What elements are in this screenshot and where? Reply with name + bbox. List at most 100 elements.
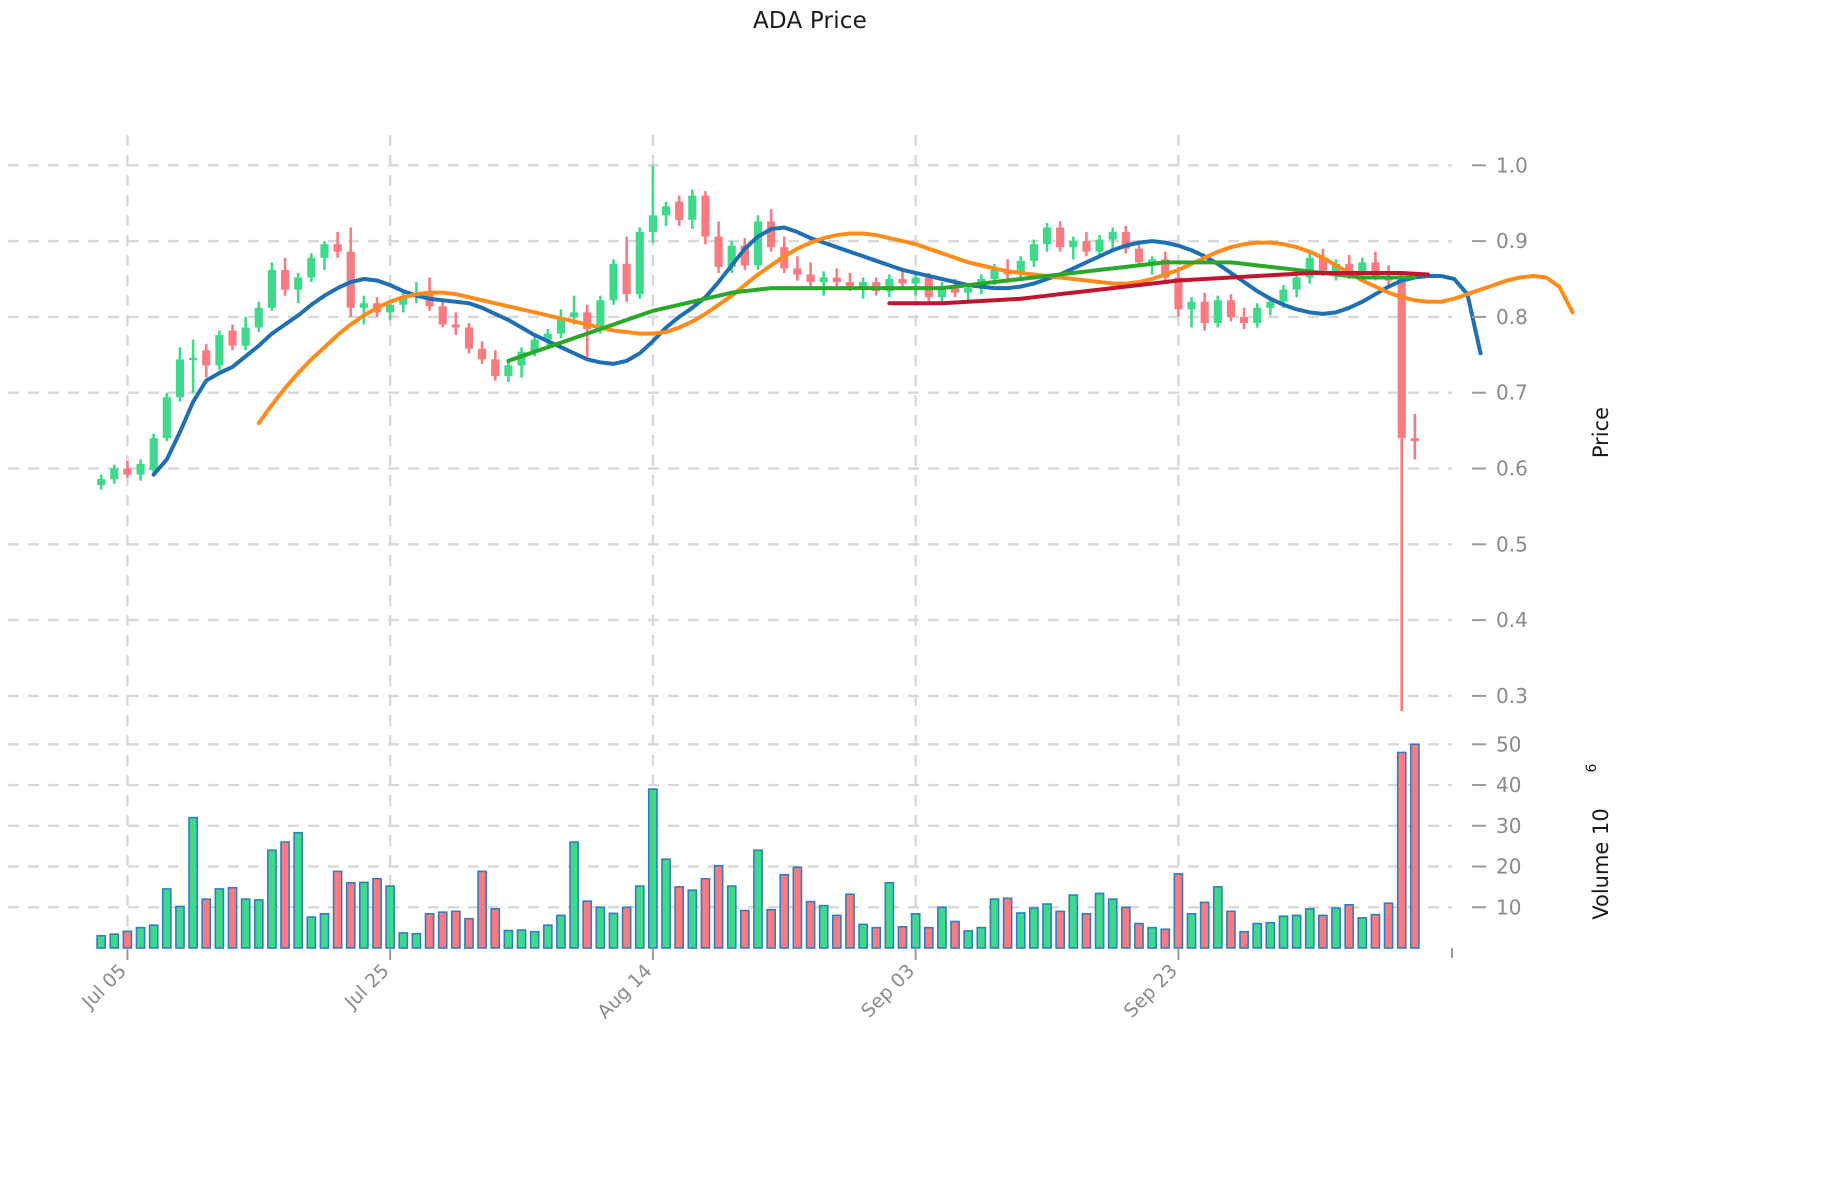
volume-bar: [161, 888, 172, 949]
candle-body: [767, 221, 776, 248]
volume-bar: [595, 906, 606, 949]
volume-bar: [240, 898, 251, 949]
axis-tick-label: 0.9: [1496, 229, 1528, 253]
volume-bar: [897, 926, 908, 949]
volume-bar: [175, 905, 185, 949]
candle-body: [1292, 277, 1301, 290]
volume-bar: [1396, 751, 1407, 949]
volume-bar: [1357, 917, 1368, 949]
candle-body: [1318, 257, 1327, 272]
candle-body: [570, 312, 579, 317]
candle-body: [885, 279, 894, 292]
candle-body: [819, 277, 828, 283]
volume-bar: [437, 911, 448, 949]
volume-bar: [490, 908, 501, 949]
volume-bar: [135, 926, 146, 949]
volume-bar: [805, 900, 816, 949]
volume-bar: [411, 932, 422, 949]
candle-body: [110, 468, 119, 480]
candle-body: [1069, 241, 1078, 248]
volume-bar: [122, 930, 133, 949]
candle-body: [438, 306, 447, 325]
volume-bar: [910, 912, 921, 949]
volume-bar: [385, 885, 396, 949]
axis-tick-label: 50: [1496, 732, 1521, 756]
volume-axis-title: Volume 10: [1589, 808, 1613, 920]
volume-bar: [529, 930, 540, 949]
candle-body: [937, 286, 946, 298]
volume-bar: [332, 870, 343, 949]
candle-body: [464, 327, 474, 349]
volume-bar: [1042, 903, 1052, 949]
candle-body: [583, 312, 592, 330]
candle-body: [478, 348, 487, 360]
volume-bar: [1107, 898, 1118, 949]
volume-bar: [976, 926, 987, 949]
axis-titles: Price Volume 10 6: [1584, 407, 1613, 920]
volume-axis-exponent: 6: [1584, 763, 1600, 772]
candle-body: [648, 215, 657, 233]
candle-body: [280, 269, 290, 290]
volume-bar: [109, 933, 120, 949]
candle-body: [1042, 227, 1052, 245]
candle-body: [530, 339, 539, 352]
candle-body: [1279, 289, 1288, 302]
volume-bar: [1318, 914, 1328, 949]
candle-body: [1397, 280, 1406, 439]
candle-body: [701, 195, 710, 237]
candle-body: [1213, 300, 1222, 323]
candle-body: [806, 274, 815, 283]
volume-bar: [477, 870, 487, 949]
axis-tick-label: 0.7: [1496, 381, 1528, 405]
volume-bar: [818, 904, 829, 949]
volume-bars: [96, 743, 1420, 949]
candle-body: [714, 236, 723, 267]
volume-bar: [1226, 910, 1236, 949]
ma-line-ma_xlong: [887, 270, 1430, 306]
candle-body: [123, 468, 132, 475]
date-axis-ticks: Jul 05 Jul 25 Aug 14 Sep 03 Sep 23: [77, 948, 1453, 1023]
volume-bar: [700, 877, 711, 949]
candle-body: [254, 307, 263, 328]
volume-bar: [1383, 902, 1394, 949]
volume-bar: [214, 888, 225, 949]
volume-bar: [542, 924, 553, 949]
volume-bar: [1199, 901, 1210, 949]
volume-bar: [280, 841, 290, 949]
candle-body: [1358, 262, 1367, 275]
candle-body: [1345, 263, 1354, 275]
volume-bar: [963, 930, 974, 949]
volume-bar: [648, 788, 658, 949]
candle-body: [97, 479, 106, 486]
volume-bar: [1344, 904, 1355, 949]
candle-body: [491, 359, 500, 377]
volume-bar: [1029, 907, 1039, 949]
volume-bar: [1094, 892, 1105, 949]
volume-bar: [582, 900, 593, 949]
axis-tick-label: 0.5: [1496, 532, 1528, 556]
volume-bar: [713, 864, 724, 949]
ma-line-ma_long: [506, 260, 1417, 363]
volume-bar: [1002, 897, 1013, 949]
date-tick-label: Jul 05: [77, 960, 131, 1014]
candle-body: [504, 365, 513, 377]
axis-tick-label: 0.3: [1496, 684, 1528, 708]
volume-bar: [464, 917, 474, 949]
candle-body: [635, 232, 644, 295]
price-axis-title: Price: [1589, 407, 1613, 458]
candle-body: [1226, 300, 1236, 317]
volume-bar: [937, 906, 947, 949]
candle-body: [898, 279, 907, 284]
candle-body: [543, 333, 552, 340]
volume-bar: [148, 924, 159, 949]
volume-bar: [1331, 907, 1341, 949]
axis-tick-label: 30: [1496, 814, 1521, 838]
candle-body: [517, 351, 526, 366]
candle-body: [189, 357, 198, 361]
axis-tick-label: 10: [1496, 895, 1521, 919]
candle-body: [399, 297, 408, 305]
chart-title: ADA Price: [753, 8, 867, 34]
volume-bar: [1252, 922, 1263, 949]
volume-bar: [267, 849, 277, 949]
